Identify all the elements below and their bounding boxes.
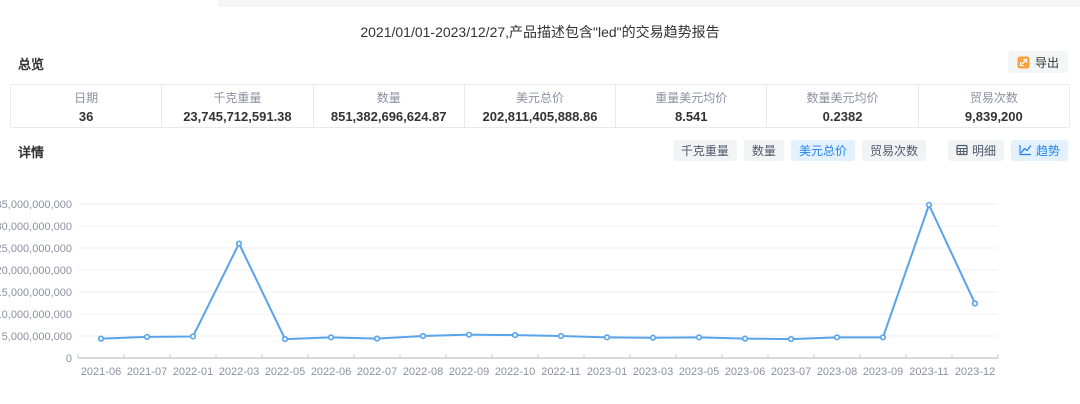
trade-trend-report-page: 2021/01/01-2023/12/27,产品描述包含"led"的交易趋势报告… [0,0,1080,404]
data-point-2023-12[interactable] [973,301,978,306]
stat-value: 36 [79,109,93,124]
data-point-2023-07[interactable] [789,337,794,342]
view-tab-趋势[interactable]: 趋势 [1011,140,1068,161]
svg-text:2022-11: 2022-11 [541,366,581,378]
overview-stats-card: 日期 36 千克重量 23,745,712,591.38 数量 851,382,696,6… [10,84,1070,128]
svg-text:2023-08: 2023-08 [817,366,857,378]
data-point-2022-09[interactable] [467,332,472,337]
data-point-2023-06[interactable] [743,336,748,341]
data-point-2022-01[interactable] [191,334,196,339]
data-point-2021-07[interactable] [145,335,150,340]
stat-value: 8.541 [675,109,708,124]
svg-text:2023-06: 2023-06 [725,366,765,378]
data-point-2022-05[interactable] [283,337,288,342]
svg-text:2022-03: 2022-03 [219,366,259,378]
overview-heading: 总览 [18,54,44,73]
data-point-2022-10[interactable] [513,333,518,338]
tab-label: 美元总价 [799,142,847,159]
stat-value: 23,745,712,591.38 [183,109,291,124]
svg-text:2023-11: 2023-11 [909,366,949,378]
data-point-2023-09[interactable] [881,335,886,340]
svg-text:35,000,000,000: 35,000,000,000 [0,199,72,211]
overview-stat-col: 贸易次数 9,839,200 [919,85,1069,127]
tab-label: 明细 [972,142,996,159]
svg-text:2022-01: 2022-01 [173,366,213,378]
export-button[interactable]: 导出 [1008,51,1068,73]
svg-text:20,000,000,000: 20,000,000,000 [0,265,72,277]
metric-tab-美元总价[interactable]: 美元总价 [791,140,855,161]
page-title: 2021/01/01-2023/12/27,产品描述包含"led"的交易趋势报告 [0,22,1080,42]
stat-label: 日期 [74,89,98,106]
stat-label: 重量美元均价 [655,89,727,106]
table-grid-icon [956,144,968,156]
metric-tab-千克重量[interactable]: 千克重量 [673,140,737,161]
trend-line-chart: 0 5,000,000,000 10,000,000,000 15,000,000,0… [0,180,1080,395]
svg-text:2022-10: 2022-10 [495,366,535,378]
svg-text:5,000,000,000: 5,000,000,000 [2,331,72,343]
stat-value: 202,811,405,888.86 [483,109,598,124]
stat-label: 数量美元均价 [807,89,879,106]
data-point-2023-05[interactable] [697,335,702,340]
tab-label: 趋势 [1036,142,1060,159]
svg-text:2022-07: 2022-07 [357,366,397,378]
stat-label: 美元总价 [516,89,564,106]
overview-stat-col: 数量 851,382,696,624.87 [314,85,465,127]
stat-label: 贸易次数 [970,89,1018,106]
overview-stat-col: 美元总价 202,811,405,888.86 [465,85,616,127]
metric-tab-贸易次数[interactable]: 贸易次数 [862,140,926,161]
data-point-2023-01[interactable] [605,335,610,340]
tab-label: 贸易次数 [870,142,918,159]
data-point-2023-11[interactable] [927,203,932,208]
svg-text:2023-07: 2023-07 [771,366,811,378]
trend-line-icon [1019,144,1032,156]
svg-text:2022-09: 2022-09 [449,366,489,378]
svg-text:2021-07: 2021-07 [127,366,167,378]
svg-text:2023-03: 2023-03 [633,366,673,378]
overview-stat-col: 数量美元均价 0.2382 [767,85,918,127]
data-point-2022-07[interactable] [375,336,380,341]
overview-stat-col: 千克重量 23,745,712,591.38 [162,85,313,127]
stat-value: 851,382,696,624.87 [331,109,447,124]
svg-text:2022-05: 2022-05 [265,366,305,378]
stat-value: 9,839,200 [965,109,1023,124]
overview-stat-col: 日期 36 [11,85,162,127]
stat-value: 0.2382 [823,109,863,124]
top-strip [0,0,1080,7]
svg-text:0: 0 [66,353,72,365]
svg-text:2022-06: 2022-06 [311,366,351,378]
details-toolbar: 千克重量 数量 美元总价 贸易次数 明细 趋势 [673,139,1068,161]
tab-label: 数量 [752,142,776,159]
data-point-2021-06[interactable] [99,336,104,341]
details-heading: 详情 [18,142,44,161]
top-strip-segment [0,0,218,7]
data-point-2022-08[interactable] [421,334,426,339]
svg-text:2023-09: 2023-09 [863,366,903,378]
data-point-2022-06[interactable] [329,335,334,340]
data-point-2022-03[interactable] [237,241,242,246]
svg-text:2022-08: 2022-08 [403,366,443,378]
svg-text:10,000,000,000: 10,000,000,000 [0,309,72,321]
view-tab-明细[interactable]: 明细 [948,140,1004,161]
overview-stat-col: 重量美元均价 8.541 [616,85,767,127]
svg-text:2023-01: 2023-01 [587,366,627,378]
data-point-2023-03[interactable] [651,335,656,340]
metric-tab-数量[interactable]: 数量 [744,140,784,161]
svg-text:2021-06: 2021-06 [81,366,121,378]
export-icon [1017,56,1030,69]
svg-text:30,000,000,000: 30,000,000,000 [0,221,72,233]
export-button-label: 导出 [1035,54,1059,71]
data-point-2022-11[interactable] [559,334,564,339]
stat-label: 千克重量 [213,89,261,106]
svg-text:2023-12: 2023-12 [955,366,995,378]
tab-label: 千克重量 [681,142,729,159]
data-point-2023-08[interactable] [835,335,840,340]
svg-text:25,000,000,000: 25,000,000,000 [0,243,72,255]
svg-text:2023-05: 2023-05 [679,366,719,378]
stat-label: 数量 [377,89,401,106]
svg-text:15,000,000,000: 15,000,000,000 [0,287,72,299]
